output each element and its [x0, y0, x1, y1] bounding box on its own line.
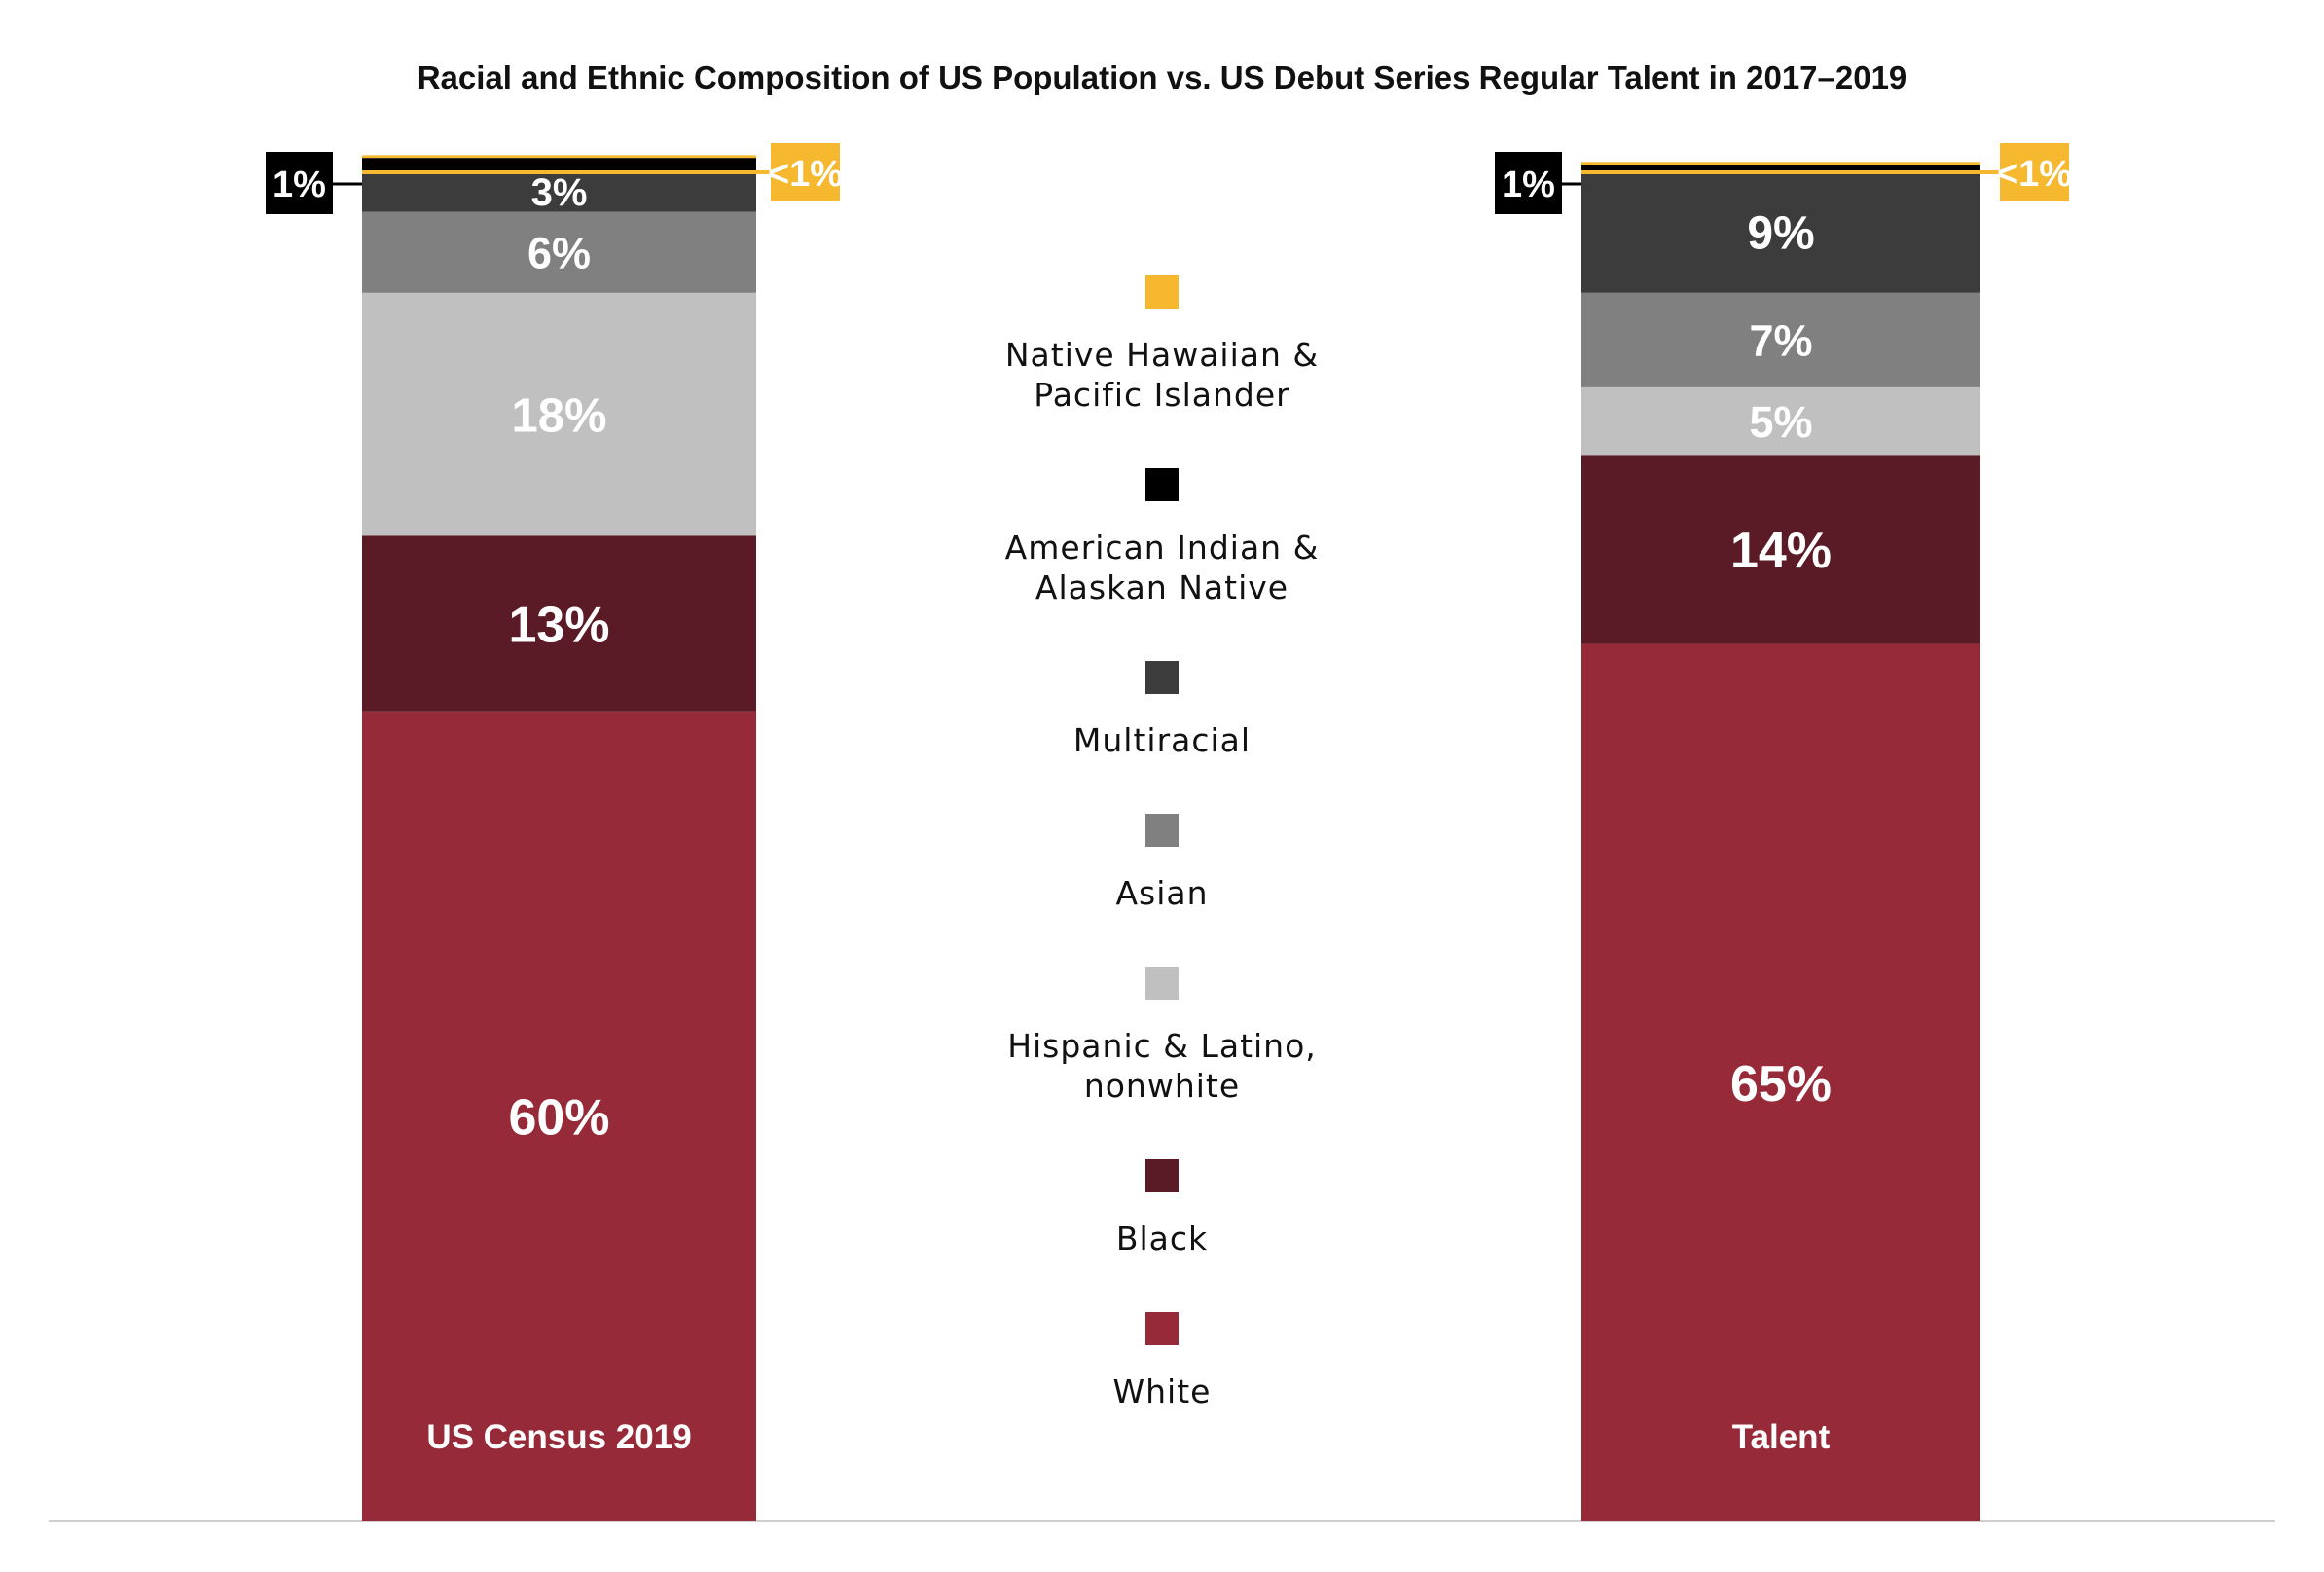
- segment-multiracial-us-census-2019: [362, 171, 756, 212]
- data-label-multiracial-talent: 9%: [1747, 208, 1814, 260]
- bar-us-census-2019: 60% 13% 18% 6% 3% 1% <1% US Census 2019: [266, 143, 843, 1521]
- segment-asian-talent: [1581, 292, 1980, 387]
- segment-native-hawaiian-pacific-islander-us-census-2019: [362, 155, 756, 159]
- segment-american-indian-alaskan-native-us-census-2019: [362, 158, 756, 171]
- segment-hispanic-latino-nonwhite-us-census-2019: [362, 292, 756, 536]
- bar-talent: 65% 14% 5% 7% 9% 1% <1% Talent: [1495, 143, 2072, 1521]
- legend: Native Hawaiian & Pacific Islander America…: [1005, 275, 1320, 1410]
- data-label-asian-talent: 7%: [1749, 316, 1812, 366]
- legend-label-american-indian-alaskan-native: American Indian & Alaskan Native: [1005, 529, 1320, 606]
- category-label-us-census-2019: US Census 2019: [426, 1418, 691, 1456]
- data-label-native-hawaiian-pacific-islander-talent: <1%: [1997, 154, 2072, 195]
- legend-item-native-hawaiian-pacific-islander: Native Hawaiian & Pacific Islander: [1005, 275, 1319, 414]
- segment-multiracial-talent: [1581, 171, 1980, 293]
- callout-box-native-hawaiian-pacific-islander-us-census-2019: [771, 143, 840, 201]
- callout-box-american-indian-alaskan-native-us-census-2019: [266, 152, 333, 214]
- data-label-multiracial-us-census-2019: 3%: [531, 171, 588, 214]
- data-label-black-us-census-2019: 13%: [508, 597, 609, 653]
- data-label-american-indian-alaskan-native-us-census-2019: 1%: [272, 165, 326, 205]
- segment-white-us-census-2019: [362, 711, 756, 1521]
- segment-hispanic-latino-nonwhite-talent: [1581, 386, 1980, 456]
- data-label-american-indian-alaskan-native-talent: 1%: [1502, 165, 1555, 205]
- segment-american-indian-alaskan-native-talent: [1581, 165, 1980, 171]
- legend-label-native-hawaiian-pacific-islander: Native Hawaiian & Pacific Islander: [1005, 336, 1319, 414]
- legend-swatch-asian: [1145, 814, 1179, 847]
- data-label-asian-us-census-2019: 6%: [527, 228, 591, 277]
- data-label-native-hawaiian-pacific-islander-us-census-2019: <1%: [768, 154, 843, 195]
- legend-swatch-multiracial: [1145, 661, 1179, 694]
- legend-item-white: White: [1113, 1312, 1212, 1410]
- legend-swatch-native-hawaiian-pacific-islander: [1145, 275, 1179, 309]
- legend-item-multiracial: Multiracial: [1073, 661, 1251, 759]
- legend-swatch-american-indian-alaskan-native: [1145, 468, 1179, 501]
- data-label-hispanic-latino-nonwhite-us-census-2019: 18%: [511, 389, 606, 442]
- category-label-talent: Talent: [1732, 1418, 1831, 1456]
- legend-swatch-hispanic-latino-nonwhite: [1145, 967, 1179, 1000]
- data-label-white-us-census-2019: 60%: [508, 1090, 609, 1147]
- segment-black-us-census-2019: [362, 535, 756, 712]
- data-label-white-talent: 65%: [1730, 1056, 1832, 1113]
- legend-swatch-white: [1145, 1312, 1179, 1345]
- legend-swatch-black: [1145, 1159, 1179, 1192]
- legend-label-asian: Asian: [1115, 874, 1208, 912]
- data-label-hispanic-latino-nonwhite-talent: 5%: [1749, 397, 1812, 447]
- legend-label-black: Black: [1116, 1220, 1208, 1258]
- data-label-black-talent: 14%: [1730, 523, 1832, 579]
- legend-label-hispanic-latino-nonwhite: Hispanic & Latino, nonwhite: [1007, 1027, 1317, 1105]
- segment-asian-us-census-2019: [362, 211, 756, 293]
- legend-label-multiracial: Multiracial: [1073, 721, 1251, 759]
- callout-box-native-hawaiian-pacific-islander-talent: [2000, 143, 2069, 201]
- legend-item-asian: Asian: [1115, 814, 1208, 912]
- segment-native-hawaiian-pacific-islander-talent: [1581, 162, 1980, 165]
- chart-title: Racial and Ethnic Composition of US Popu…: [418, 59, 1907, 95]
- legend-item-american-indian-alaskan-native: American Indian & Alaskan Native: [1005, 468, 1320, 606]
- legend-item-hispanic-latino-nonwhite: Hispanic & Latino, nonwhite: [1007, 967, 1317, 1105]
- segment-black-talent: [1581, 455, 1980, 644]
- bars-group: 60% 13% 18% 6% 3% 1% <1% US Census 2019 65% 14% 5%…: [266, 143, 2072, 1521]
- legend-label-white: White: [1113, 1372, 1212, 1410]
- callout-box-american-indian-alaskan-native-talent: [1495, 152, 1562, 214]
- legend-item-black: Black: [1116, 1159, 1208, 1258]
- segment-white-talent: [1581, 643, 1980, 1521]
